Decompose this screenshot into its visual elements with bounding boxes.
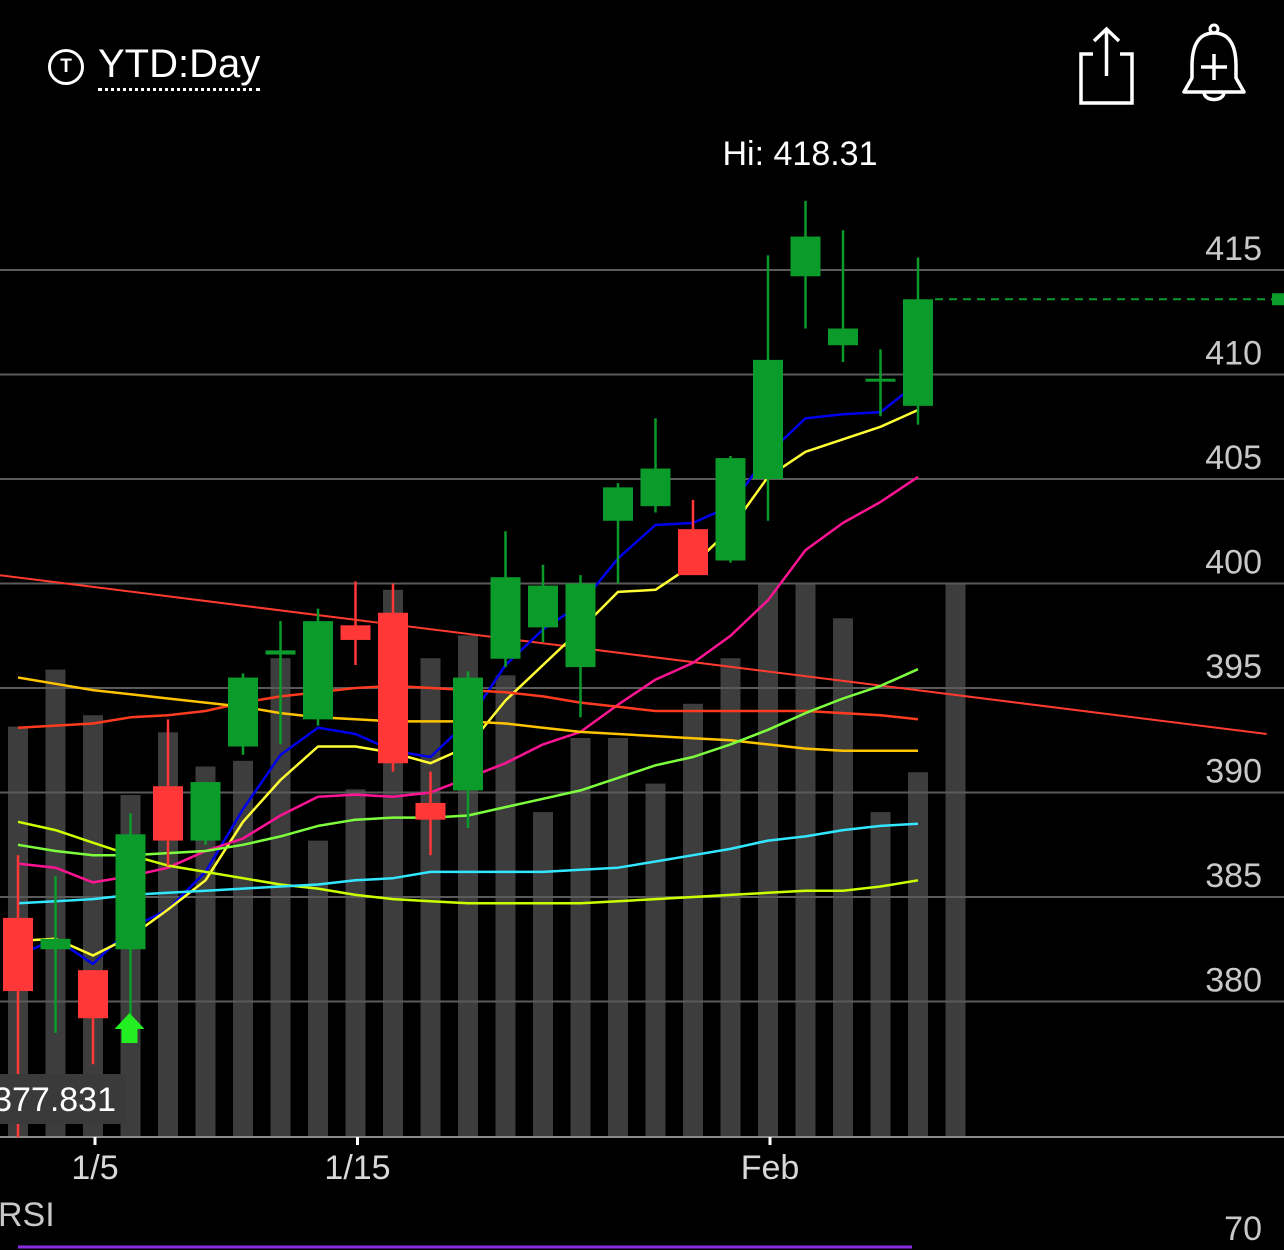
y-tick-label: 410 <box>1205 335 1262 373</box>
volume-bar <box>908 772 928 1137</box>
x-tick-label: Feb <box>741 1149 800 1187</box>
high-price-label: Hi: 418.31 <box>723 135 878 173</box>
y-tick-label: 390 <box>1205 753 1262 791</box>
candle-body <box>753 359 783 479</box>
add-alert-bell-icon <box>1182 23 1246 102</box>
volume-bar <box>83 715 103 1137</box>
candle-body <box>415 802 446 820</box>
candle-body <box>790 236 821 277</box>
candle-body <box>153 786 183 841</box>
volume-bar <box>570 738 591 1137</box>
candle-body <box>265 650 296 655</box>
candle-body <box>115 834 146 950</box>
candle-body <box>528 585 558 628</box>
share-button[interactable] <box>1074 24 1144 108</box>
candle-body <box>340 625 371 640</box>
y-tick-label: 380 <box>1205 962 1262 1000</box>
low-price-box <box>0 1074 126 1124</box>
candle-body <box>715 458 746 561</box>
volume-bar <box>945 584 966 1137</box>
volume-bar <box>833 618 853 1137</box>
share-icon <box>1079 26 1134 105</box>
volume-bar <box>233 760 253 1137</box>
candle-body <box>603 487 633 521</box>
x-tick-label: 1/15 <box>324 1149 390 1187</box>
volume-bar <box>495 675 516 1137</box>
volume-bar <box>308 840 328 1137</box>
candle-body <box>3 917 33 992</box>
moving-average-line <box>17 822 919 905</box>
candle-body <box>490 577 521 659</box>
candle-body <box>378 612 408 764</box>
candle-body <box>303 621 333 720</box>
volume-bar <box>345 789 366 1137</box>
candle-body <box>678 529 708 576</box>
period-selector[interactable]: T YTD:Day <box>48 42 261 91</box>
candle-body <box>78 970 108 1019</box>
trend-line <box>0 574 1267 735</box>
candle-body <box>453 677 483 791</box>
indicator-label: RSI <box>0 1196 55 1234</box>
x-tick-label: 1/5 <box>71 1149 118 1187</box>
y-tick-label: 385 <box>1205 857 1262 895</box>
candle-body <box>903 299 933 406</box>
volume-bar <box>758 584 778 1137</box>
volume-bar <box>645 783 666 1137</box>
low-price-label: 377.831 <box>0 1081 116 1119</box>
y-tick-label: 400 <box>1205 544 1262 582</box>
buy-signal-arrow-icon <box>114 1013 145 1043</box>
volume-bar <box>683 703 703 1137</box>
volume-bar <box>533 812 553 1137</box>
candle-body <box>40 938 71 950</box>
y-tick-label: 395 <box>1205 648 1262 686</box>
period-type-icon: T <box>48 48 84 85</box>
candle-body <box>828 328 858 346</box>
add-alert-button[interactable] <box>1180 22 1252 108</box>
volume-bar <box>795 584 816 1137</box>
indicator-tick-label: 70 <box>1224 1210 1262 1248</box>
volume-bar <box>608 738 628 1137</box>
chart-header: T YTD:Day <box>0 0 1284 130</box>
current-price-marker <box>1272 293 1284 306</box>
y-tick-label: 415 <box>1205 230 1262 268</box>
volume-bar <box>870 812 891 1137</box>
candle-body <box>228 677 258 747</box>
candle-body <box>865 378 896 382</box>
candle-body <box>640 468 671 507</box>
period-label[interactable]: YTD:Day <box>98 42 261 91</box>
y-tick-label: 405 <box>1205 439 1262 477</box>
candle-body <box>565 583 596 668</box>
candle-body <box>190 782 221 841</box>
volume-bar <box>195 766 216 1137</box>
